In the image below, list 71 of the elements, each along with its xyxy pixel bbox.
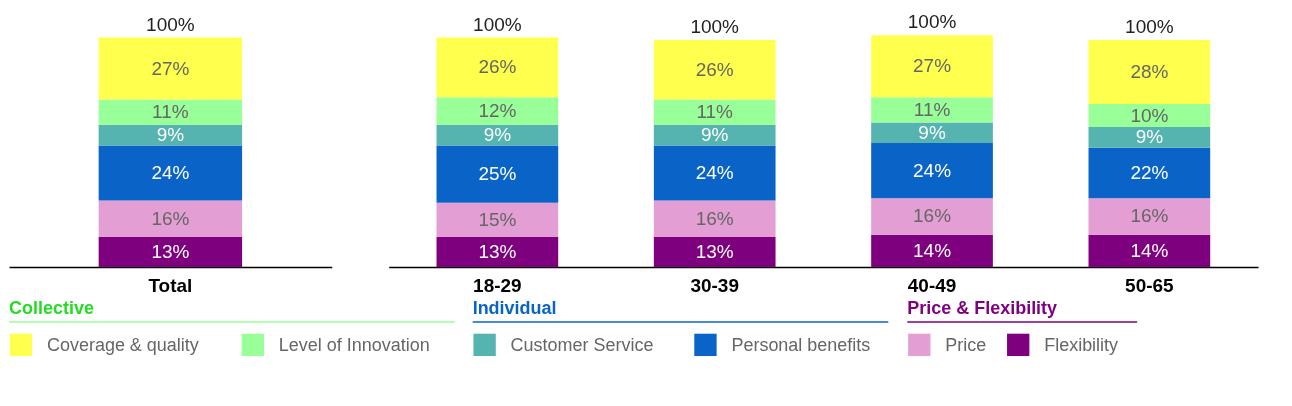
data-label: 9%	[156, 124, 185, 146]
data-label: 11%	[913, 98, 951, 120]
bar	[653, 39, 776, 100]
bar	[1088, 147, 1211, 199]
data-label: 27%	[151, 57, 190, 79]
legend-label: Personal benefits	[731, 334, 871, 355]
bar	[1088, 234, 1211, 267]
data-label: 24%	[913, 159, 952, 181]
total-label: 100%	[907, 11, 957, 33]
data-label: 24%	[695, 161, 734, 183]
legend-label: Flexibility	[1044, 334, 1119, 355]
data-label: 25%	[478, 163, 517, 185]
data-label: 26%	[478, 56, 517, 78]
bar	[1088, 198, 1211, 235]
bar	[436, 97, 559, 125]
data-label: 11%	[696, 101, 734, 123]
legend-label: Price	[945, 334, 987, 355]
text: Price & Flexibility	[907, 297, 1058, 318]
x-tick-label: 30-39	[690, 275, 739, 297]
bar	[436, 145, 559, 203]
bar	[871, 198, 993, 235]
data-label: 9%	[918, 121, 946, 143]
data-label: 16%	[1130, 205, 1169, 227]
bar	[1088, 104, 1211, 128]
bar	[653, 99, 776, 125]
bar	[436, 202, 559, 238]
data-label: 16%	[151, 207, 190, 229]
data-label: 14%	[1130, 239, 1169, 261]
data-label: 14%	[913, 239, 952, 261]
legend-label: Level of Innovation	[278, 334, 430, 355]
data-label: 13%	[695, 241, 734, 263]
data-label: 26%	[695, 58, 734, 80]
bar	[436, 237, 559, 267]
data-label: 24%	[151, 161, 190, 183]
data-label: 9%	[700, 124, 729, 146]
x-tick-label: 50-65	[1125, 275, 1175, 297]
data-label: 10%	[1130, 104, 1169, 126]
total-label: 100%	[1125, 15, 1174, 37]
total-label: 100%	[690, 15, 740, 37]
bar	[1088, 127, 1211, 148]
legend-label: Coverage & quality	[46, 334, 199, 355]
x-tick-label: 40-49	[907, 275, 957, 297]
bar	[1088, 39, 1211, 105]
data-label: 12%	[478, 99, 517, 121]
bar	[653, 145, 776, 201]
bar	[871, 143, 993, 199]
data-label: 9%	[1135, 126, 1164, 148]
bar	[871, 35, 993, 98]
text: Individual	[472, 297, 557, 318]
bar	[871, 234, 993, 267]
bar	[871, 97, 993, 123]
bar	[653, 237, 776, 267]
total-label: 100%	[146, 13, 195, 35]
data-label: 16%	[913, 205, 952, 227]
data-label: 13%	[151, 241, 190, 263]
bar	[653, 200, 776, 238]
data-label: 9%	[483, 124, 512, 146]
legend-label: Customer Service	[510, 334, 654, 355]
data-label: 16%	[695, 207, 734, 229]
text: Collective	[8, 297, 94, 318]
data-label: 28%	[1130, 60, 1169, 82]
data-label: 13%	[478, 241, 517, 263]
data-label: 15%	[478, 208, 517, 230]
data-label: 27%	[913, 55, 952, 77]
data-label: 11%	[152, 101, 189, 123]
bar	[871, 122, 993, 144]
data-label: 22%	[1130, 161, 1169, 183]
total-label: 100%	[473, 13, 522, 35]
bar	[436, 37, 559, 98]
x-tick-label: Total	[148, 275, 193, 297]
x-tick-label: 18-29	[473, 275, 522, 297]
